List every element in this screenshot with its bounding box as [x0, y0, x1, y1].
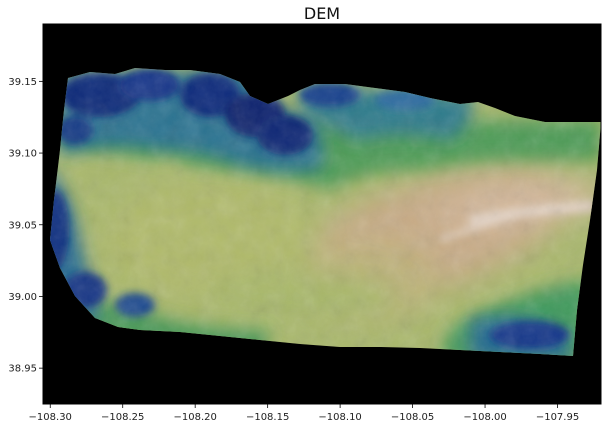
x-tick-label: −108.05: [391, 412, 434, 423]
map-title: DEM: [304, 4, 340, 23]
x-tick-label: −108.10: [318, 412, 361, 423]
y-tick-label: 39.00: [8, 292, 37, 303]
x-tick-label: −108.30: [29, 412, 72, 423]
y-axis: 39.15 39.10 39.05 39.00 38.95: [8, 77, 43, 375]
x-axis: −108.30 −108.25 −108.20 −108.15 −108.10 −108.…: [29, 404, 579, 423]
dem-raster: [50, 68, 601, 356]
y-tick-label: 38.95: [8, 364, 37, 375]
y-tick-label: 39.15: [8, 77, 37, 88]
x-tick-label: −108.00: [463, 412, 506, 423]
y-tick-label: 39.05: [8, 220, 37, 231]
y-tick-label: 39.10: [8, 149, 37, 160]
x-tick-label: −108.15: [246, 412, 289, 423]
x-tick-label: −108.25: [101, 412, 144, 423]
axes-frame: [42, 23, 602, 405]
x-tick-label: −108.20: [173, 412, 216, 423]
x-tick-label: −107.95: [536, 412, 579, 423]
